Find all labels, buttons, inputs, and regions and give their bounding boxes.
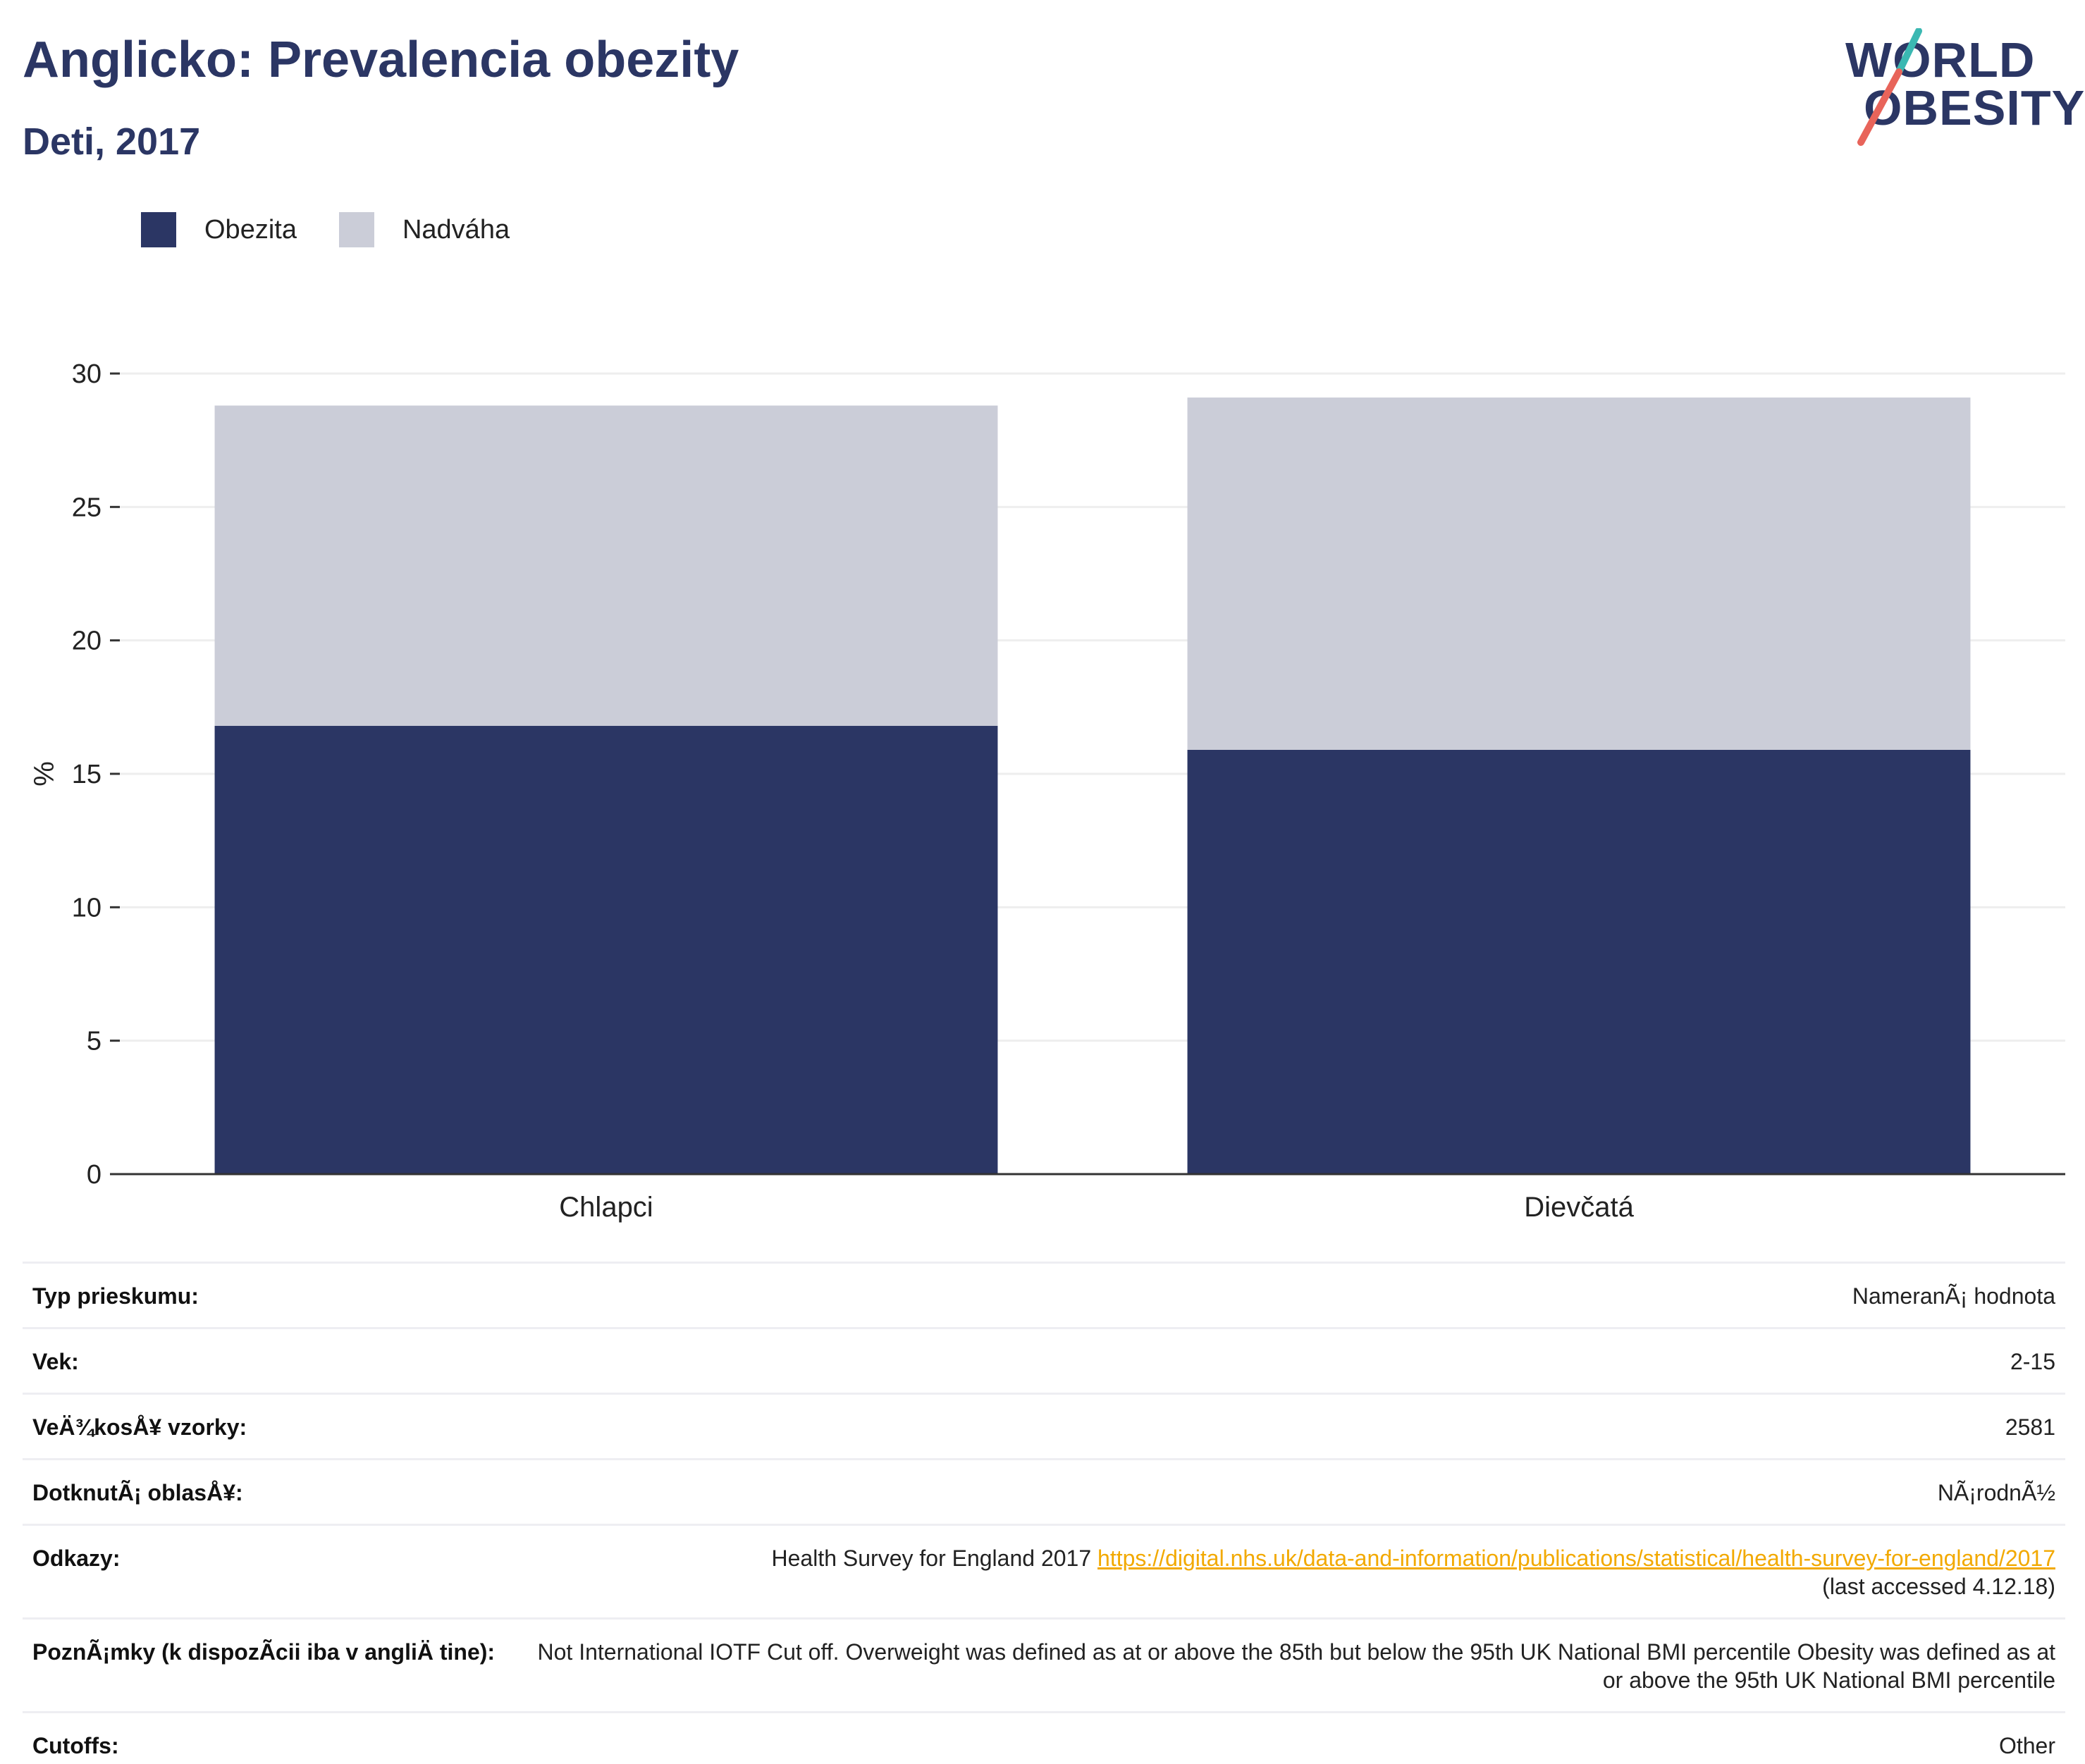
legend-item-overweight[interactable]: Nadváha bbox=[339, 212, 510, 247]
info-key: Odkazy: bbox=[32, 1544, 526, 1600]
bar-overweight-0 bbox=[215, 405, 998, 725]
logo-slash-icon bbox=[1840, 28, 2072, 148]
y-tick-label: 30 bbox=[72, 359, 102, 389]
y-tick-label: 25 bbox=[72, 493, 102, 522]
info-row: DotknutÃ¡ oblasÅ¥: NÃ¡rodnÃ½ bbox=[23, 1458, 2065, 1524]
info-value: 2-15 bbox=[526, 1347, 2055, 1376]
info-key: Typ prieskumu: bbox=[32, 1282, 526, 1310]
info-key: PoznÃ¡mky (k dispozÃcii iba v angliÄ tin… bbox=[32, 1638, 526, 1694]
legend-label-obesity: Obezita bbox=[204, 215, 297, 245]
survey-info-table: Typ prieskumu: NameranÃ¡ hodnota Vek: 2-15 V… bbox=[23, 1262, 2065, 1764]
reference-link[interactable]: https://digital.nhs.uk/data-and-informat… bbox=[1097, 1546, 2055, 1571]
info-value: Health Survey for England 2017 https://d… bbox=[526, 1544, 2055, 1600]
legend-item-obesity[interactable]: Obezita bbox=[141, 212, 297, 247]
world-obesity-logo: WORLD OBESITY bbox=[1840, 28, 2072, 148]
bar-overweight-1 bbox=[1188, 397, 1971, 750]
legend-label-overweight: Nadváha bbox=[402, 215, 510, 245]
info-value: 2581 bbox=[526, 1413, 2055, 1441]
info-key: Vek: bbox=[32, 1347, 526, 1376]
info-key: VeÄ¾kosÅ¥ vzorky: bbox=[32, 1413, 526, 1441]
info-row: Cutoffs: Other bbox=[23, 1711, 2065, 1764]
info-row: VeÄ¾kosÅ¥ vzorky: 2581 bbox=[23, 1393, 2065, 1458]
info-row: Odkazy: Health Survey for England 2017 ht… bbox=[23, 1524, 2065, 1617]
chart-subtitle: Deti, 2017 bbox=[23, 120, 200, 164]
info-row: Typ prieskumu: NameranÃ¡ hodnota bbox=[23, 1262, 2065, 1327]
legend-swatch-obesity bbox=[141, 212, 176, 247]
info-value: NameranÃ¡ hodnota bbox=[526, 1282, 2055, 1310]
info-value: NÃ¡rodnÃ½ bbox=[526, 1479, 2055, 1507]
info-value: Not International IOTF Cut off. Overweig… bbox=[526, 1638, 2055, 1694]
reference-accessed-note: (last accessed 4.12.18) bbox=[1822, 1574, 2055, 1599]
x-tick-label: Dievčatá bbox=[1524, 1192, 1634, 1223]
bar-obesity-0 bbox=[215, 726, 998, 1174]
y-tick-label: 20 bbox=[72, 627, 102, 656]
y-tick-label: 10 bbox=[72, 893, 102, 923]
chart-legend: Obezita Nadváha bbox=[141, 209, 552, 251]
bar-obesity-1 bbox=[1188, 750, 1971, 1174]
legend-swatch-overweight bbox=[339, 212, 374, 247]
y-tick-label: 0 bbox=[87, 1160, 102, 1190]
x-tick-label: Chlapci bbox=[559, 1192, 653, 1223]
y-tick-label: 15 bbox=[72, 760, 102, 789]
info-key: Cutoffs: bbox=[32, 1732, 526, 1760]
y-tick-label: 5 bbox=[87, 1027, 102, 1056]
stacked-bar-chart: 0 5 10 15 20 25 30% Chlapci Dievčatá bbox=[0, 338, 2085, 1226]
info-row: Vek: 2-15 bbox=[23, 1327, 2065, 1393]
info-value: Other bbox=[526, 1732, 2055, 1760]
info-key: DotknutÃ¡ oblasÅ¥: bbox=[32, 1479, 526, 1507]
chart-title: Anglicko: Prevalencia obezity bbox=[23, 31, 739, 89]
y-axis-label: % bbox=[29, 761, 60, 787]
info-row: PoznÃ¡mky (k dispozÃcii iba v angliÄ tin… bbox=[23, 1617, 2065, 1711]
